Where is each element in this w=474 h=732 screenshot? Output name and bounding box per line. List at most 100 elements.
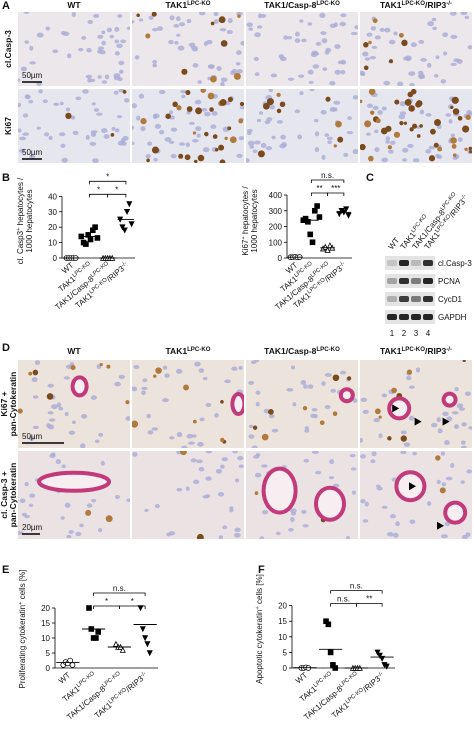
blot-strip bbox=[385, 274, 435, 288]
nucleus bbox=[456, 59, 463, 64]
nucleus bbox=[360, 70, 365, 76]
stained-nucleus bbox=[132, 420, 139, 428]
stained-nucleus bbox=[389, 59, 393, 64]
stained-nucleus bbox=[435, 455, 441, 461]
nucleus bbox=[230, 70, 236, 76]
nucleus bbox=[371, 451, 377, 457]
stained-nucleus bbox=[363, 42, 369, 48]
nucleus bbox=[152, 113, 160, 119]
nucleus bbox=[362, 51, 369, 57]
y-tick-label: 20 bbox=[48, 223, 57, 232]
data-point bbox=[305, 218, 311, 225]
significance-label: * bbox=[131, 597, 134, 606]
text-part: WT bbox=[294, 671, 309, 686]
stained-nucleus bbox=[409, 127, 414, 132]
nucleus bbox=[354, 25, 358, 30]
nucleus bbox=[308, 80, 314, 85]
nucleus bbox=[120, 39, 127, 44]
nucleus bbox=[46, 423, 51, 428]
stained-nucleus bbox=[214, 148, 219, 152]
stained-nucleus bbox=[457, 115, 463, 121]
micrograph-content bbox=[18, 12, 130, 86]
nucleus bbox=[114, 51, 120, 56]
superscript: + bbox=[18, 601, 24, 605]
nucleus bbox=[96, 112, 103, 116]
stained-nucleus bbox=[416, 100, 423, 107]
data-point bbox=[144, 641, 151, 648]
column-header: TAK1/Casp-8LPC-KO bbox=[264, 346, 340, 356]
nucleus bbox=[199, 417, 205, 422]
data-point bbox=[383, 663, 390, 670]
blot-band bbox=[411, 260, 421, 266]
stained-nucleus bbox=[224, 136, 228, 141]
nucleus bbox=[132, 141, 135, 145]
nucleus bbox=[324, 133, 330, 137]
nucleus bbox=[310, 413, 316, 419]
y-tick-label: 0 bbox=[46, 664, 51, 673]
nucleus bbox=[190, 458, 197, 463]
lane-number: 4 bbox=[426, 329, 431, 338]
blot-band bbox=[387, 296, 397, 302]
stained-nucleus bbox=[220, 437, 225, 443]
nucleus bbox=[186, 18, 192, 24]
nucleus bbox=[466, 109, 472, 116]
nucleus bbox=[231, 366, 238, 371]
nucleus bbox=[460, 440, 466, 445]
nucleus bbox=[97, 46, 105, 51]
micrograph bbox=[360, 89, 472, 163]
nucleus bbox=[168, 140, 175, 144]
nucleus bbox=[220, 464, 225, 469]
nucleus bbox=[153, 157, 158, 162]
stained-nucleus bbox=[302, 406, 308, 411]
nucleus bbox=[86, 503, 93, 508]
stained-nucleus bbox=[207, 92, 215, 100]
nucleus bbox=[216, 66, 222, 71]
stained-nucleus bbox=[146, 158, 150, 163]
nucleus bbox=[324, 405, 331, 410]
row-label: cl.Casp-3 bbox=[3, 30, 13, 68]
nucleus bbox=[379, 27, 385, 32]
nucleus bbox=[275, 531, 281, 536]
superscript: LPC-KO bbox=[313, 670, 334, 689]
stained-nucleus bbox=[99, 362, 103, 367]
nucleus bbox=[113, 90, 119, 95]
nucleus bbox=[271, 135, 276, 140]
data-point bbox=[307, 231, 314, 238]
nucleus bbox=[147, 430, 154, 435]
nucleus bbox=[343, 152, 349, 157]
nucleus bbox=[461, 534, 468, 539]
nucleus bbox=[248, 380, 255, 385]
nucleus bbox=[132, 451, 138, 457]
text-part: cl. Casp3 bbox=[16, 230, 25, 264]
nucleus bbox=[324, 372, 332, 377]
micrograph-content bbox=[360, 451, 472, 539]
nucleus bbox=[466, 469, 472, 474]
panel-letter: A bbox=[2, 0, 10, 12]
nucleus bbox=[176, 33, 181, 37]
nucleus bbox=[390, 140, 396, 145]
nucleus bbox=[146, 413, 151, 419]
nucleus bbox=[186, 433, 194, 439]
stained-nucleus bbox=[145, 33, 151, 39]
nucleus bbox=[352, 398, 358, 404]
nucleus bbox=[113, 73, 121, 79]
nucleus bbox=[162, 365, 168, 370]
nucleus bbox=[350, 31, 358, 36]
nucleus bbox=[236, 50, 242, 55]
stained-nucleus bbox=[200, 89, 206, 93]
nucleus bbox=[22, 113, 29, 118]
stained-nucleus bbox=[469, 150, 472, 154]
nucleus bbox=[302, 524, 309, 528]
nucleus bbox=[370, 26, 376, 31]
stained-nucleus bbox=[401, 39, 408, 47]
nucleus bbox=[309, 89, 315, 92]
stained-nucleus bbox=[151, 12, 157, 17]
nucleus bbox=[254, 32, 261, 38]
lane-number: 3 bbox=[414, 329, 419, 338]
stained-nucleus bbox=[325, 96, 331, 102]
arrowhead bbox=[414, 417, 422, 426]
nucleus bbox=[303, 458, 310, 463]
nucleus bbox=[218, 535, 223, 539]
stained-nucleus bbox=[219, 99, 227, 106]
